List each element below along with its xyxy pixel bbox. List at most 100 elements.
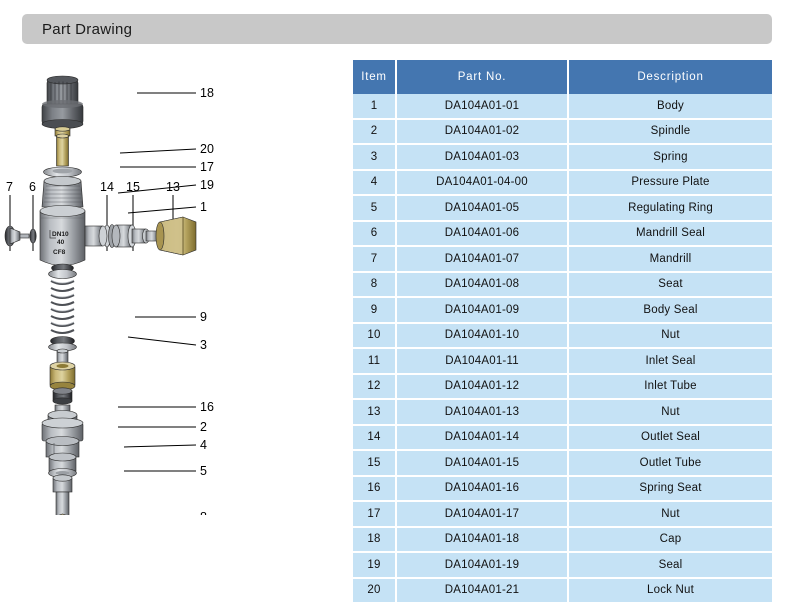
column-header-description: Description [568, 60, 772, 94]
description-cell: Cap [568, 527, 772, 553]
callout-2: 2 [200, 420, 207, 434]
description-cell: Nut [568, 501, 772, 527]
description-cell: Inlet Seal [568, 348, 772, 374]
item-cell: 12 [353, 374, 396, 400]
item-cell: 11 [353, 348, 396, 374]
callout-3: 3 [200, 338, 207, 352]
part-12-inlet-tube [53, 475, 72, 515]
part-no-cell: DA104A01-21 [396, 578, 568, 602]
description-cell: Mandrill [568, 246, 772, 272]
description-cell: Mandrill Seal [568, 221, 772, 247]
item-cell: 4 [353, 170, 396, 196]
body-marking-40: 40 [57, 239, 65, 246]
item-cell: 1 [353, 94, 396, 119]
part-no-cell: DA104A01-14 [396, 425, 568, 451]
part-13-nut [156, 217, 196, 255]
callout-16: 16 [200, 400, 214, 414]
callout-leader-lines [118, 93, 196, 515]
part-7-mandrill [5, 226, 29, 246]
part-9-body-seal [49, 264, 77, 279]
callout-1: 1 [200, 200, 207, 214]
description-cell: Seat [568, 272, 772, 298]
part-17-nut [57, 134, 69, 166]
callout-5: 5 [200, 464, 207, 478]
part-18-cap [42, 76, 83, 129]
part-no-cell: DA104A01-15 [396, 450, 568, 476]
item-cell: 17 [353, 501, 396, 527]
callout-9: 9 [200, 310, 207, 324]
table-header-row: Item Part No. Description [353, 60, 772, 94]
part-no-cell: DA104A01-02 [396, 119, 568, 145]
part-no-cell: DA104A01-16 [396, 476, 568, 502]
description-cell: Spring [568, 144, 772, 170]
description-cell: Nut [568, 323, 772, 349]
description-cell: Outlet Tube [568, 450, 772, 476]
callout-numbers: 18 20 17 19 1 7 6 14 15 13 9 3 16 2 4 5 … [6, 86, 214, 515]
part-6-mandrill-seal [30, 229, 36, 243]
item-cell: 18 [353, 527, 396, 553]
part-4-pressure-plate [50, 362, 75, 390]
description-cell: Inlet Tube [568, 374, 772, 400]
callout-20: 20 [200, 142, 214, 156]
item-cell: 3 [353, 144, 396, 170]
item-cell: 13 [353, 399, 396, 425]
part-no-cell: DA104A01-05 [396, 195, 568, 221]
valve-assembly-geometry: DN10 40 CF8 [5, 76, 196, 515]
callout-18: 18 [200, 86, 214, 100]
callout-7: 7 [6, 180, 13, 194]
outlet-neck [85, 226, 107, 246]
part-no-cell: DA104A01-11 [396, 348, 568, 374]
description-cell: Pressure Plate [568, 170, 772, 196]
part-5-regulating-ring [53, 388, 72, 404]
column-header-item: Item [353, 60, 396, 94]
part-no-cell: DA104A01-13 [396, 399, 568, 425]
part-15-outlet-tube [112, 225, 158, 247]
part-19-seal [44, 167, 82, 177]
item-cell: 2 [353, 119, 396, 145]
part-drawing-figure: DN10 40 CF8 [0, 55, 345, 515]
page-title: Part Drawing [42, 21, 132, 38]
part-no-cell: DA104A01-10 [396, 323, 568, 349]
part-1-body: DN10 40 CF8 [40, 177, 85, 266]
part-3-spring [51, 280, 74, 333]
description-cell: Seal [568, 552, 772, 578]
column-header-part-no: Part No. [396, 60, 568, 94]
part-no-cell: DA104A01-09 [396, 297, 568, 323]
part-8-seat [42, 411, 83, 472]
item-cell: 10 [353, 323, 396, 349]
description-cell: Body Seal [568, 297, 772, 323]
part-no-cell: DA104A01-18 [396, 527, 568, 553]
description-cell: Regulating Ring [568, 195, 772, 221]
callout-13: 13 [166, 180, 180, 194]
part-no-cell: DA104A01-08 [396, 272, 568, 298]
description-cell: Spindle [568, 119, 772, 145]
part-no-cell: DA104A01-01 [396, 94, 568, 119]
body-marking-dn10: DN10 [52, 231, 69, 238]
part-no-cell: DA104A01-12 [396, 374, 568, 400]
description-cell: Lock Nut [568, 578, 772, 602]
item-cell: 6 [353, 221, 396, 247]
item-cell: 7 [353, 246, 396, 272]
part-no-cell: DA104A01-04-00 [396, 170, 568, 196]
item-cell: 15 [353, 450, 396, 476]
description-cell: Outlet Seal [568, 425, 772, 451]
description-cell: Nut [568, 399, 772, 425]
item-cell: 20 [353, 578, 396, 602]
